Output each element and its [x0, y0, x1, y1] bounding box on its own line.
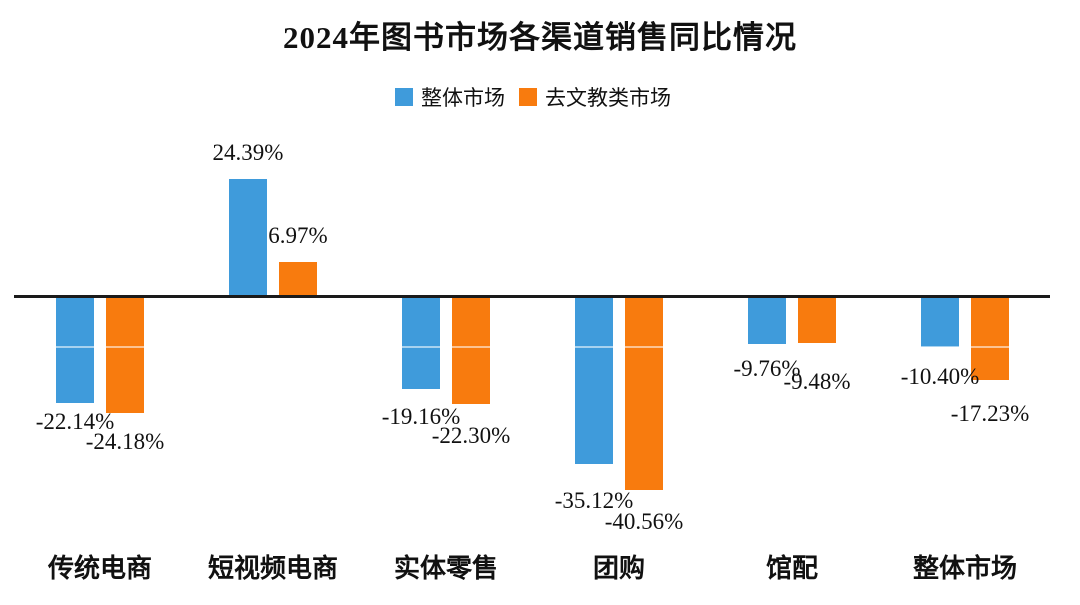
bar-value-label: -9.76% [733, 356, 801, 381]
bar-value-label: 6.97% [268, 223, 328, 248]
bar-value-label: -10.40% [900, 364, 980, 389]
zero-axis-line [14, 295, 1050, 298]
category-label: 馆配 [765, 554, 819, 583]
bar-segment [575, 298, 613, 464]
bar-segment [921, 298, 959, 347]
bar-segment [971, 298, 1009, 380]
category-label: 团购 [592, 554, 646, 583]
bar-value-label: -9.48% [783, 369, 851, 394]
bar-value-label: -22.14% [35, 409, 115, 434]
chart-title: 2024年图书市场各渠道销售同比情况 [283, 20, 797, 55]
legend-label-overall-market: 整体市场 [421, 86, 505, 110]
bar-value-label: -24.18% [85, 429, 165, 454]
bar-segment [798, 298, 836, 343]
bar-segment [452, 298, 490, 404]
bar-segment [748, 298, 786, 344]
legend-swatch-overall-market [395, 88, 413, 106]
minus-ten-percent-gridline [14, 346, 1050, 348]
legend-swatch-ex-edu-market [519, 88, 537, 106]
category-label: 短视频电商 [207, 554, 339, 583]
bar-value-label: 24.39% [212, 140, 284, 165]
bar-segment [402, 298, 440, 389]
bar-segment [279, 262, 317, 295]
bar-segment [106, 298, 144, 413]
category-label: 传统电商 [47, 554, 153, 583]
bar-value-label: -35.12% [554, 488, 634, 513]
category-label: 整体市场 [912, 554, 1018, 583]
bar-segment [56, 298, 94, 403]
bar-value-label: -40.56% [604, 509, 684, 534]
bar-segment [229, 179, 267, 295]
bar-segment [625, 298, 663, 490]
category-label: 实体零售 [393, 554, 499, 583]
chart-legend: 整体市场 去文教类市场 [0, 84, 1080, 110]
bar-value-label: -22.30% [431, 423, 511, 448]
bar-value-label: -19.16% [381, 404, 461, 429]
bar-value-label: -17.23% [950, 401, 1030, 426]
legend-label-ex-edu-market: 去文教类市场 [545, 86, 671, 110]
